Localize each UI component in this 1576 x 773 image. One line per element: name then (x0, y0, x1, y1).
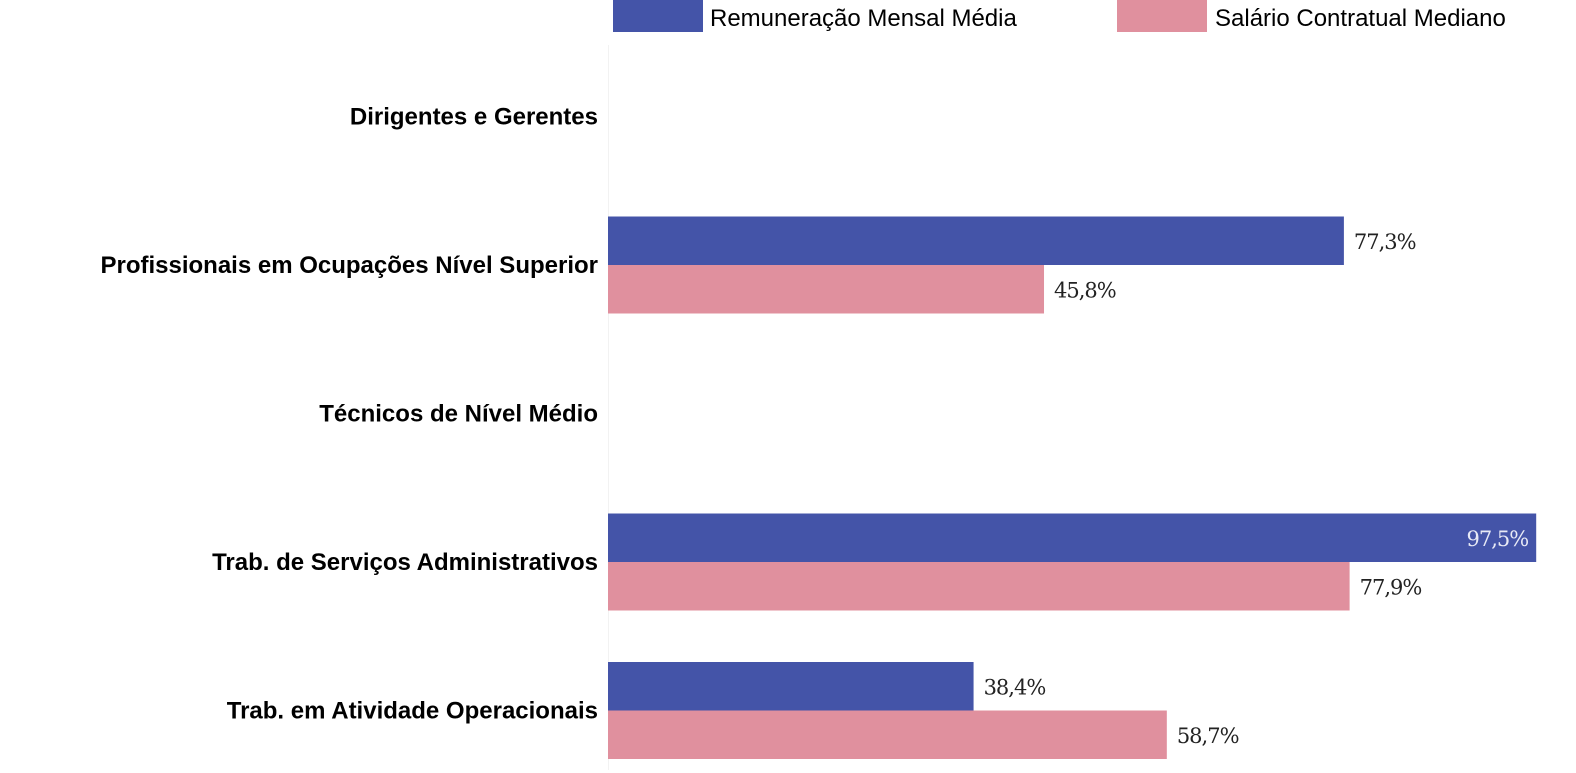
data-label: 38,4% (984, 675, 1046, 699)
category-label: Trab. de Serviços Administrativos (212, 549, 598, 576)
bar-remuneracao (608, 216, 1344, 265)
data-label: 58,7% (1177, 724, 1239, 748)
data-label: 45,8% (1054, 278, 1116, 302)
data-label: 97,5% (1466, 527, 1528, 551)
data-label: 77,3% (1354, 230, 1416, 254)
category-label: Dirigentes e Gerentes (350, 104, 598, 131)
bar-remuneracao (608, 662, 974, 711)
category-label: Técnicos de Nível Médio (319, 401, 598, 428)
bar-remuneracao (608, 513, 1537, 562)
category-label: Trab. em Atividade Operacionais (227, 698, 598, 725)
legend-swatch-remuneracao (613, 0, 703, 32)
category-label: Profissionais em Ocupações Nível Superio… (100, 252, 598, 279)
bar-salario (608, 562, 1350, 611)
legend-label-remuneracao: Remuneração Mensal Média (710, 5, 1017, 32)
legend: Remuneração Mensal Média Salário Contrat… (613, 0, 1506, 32)
legend-swatch-salario (1117, 0, 1207, 32)
bar-salario (608, 710, 1167, 759)
data-label: 77,9% (1360, 575, 1422, 599)
bar-salario (608, 265, 1045, 314)
legend-label-salario: Salário Contratual Mediano (1215, 5, 1506, 32)
